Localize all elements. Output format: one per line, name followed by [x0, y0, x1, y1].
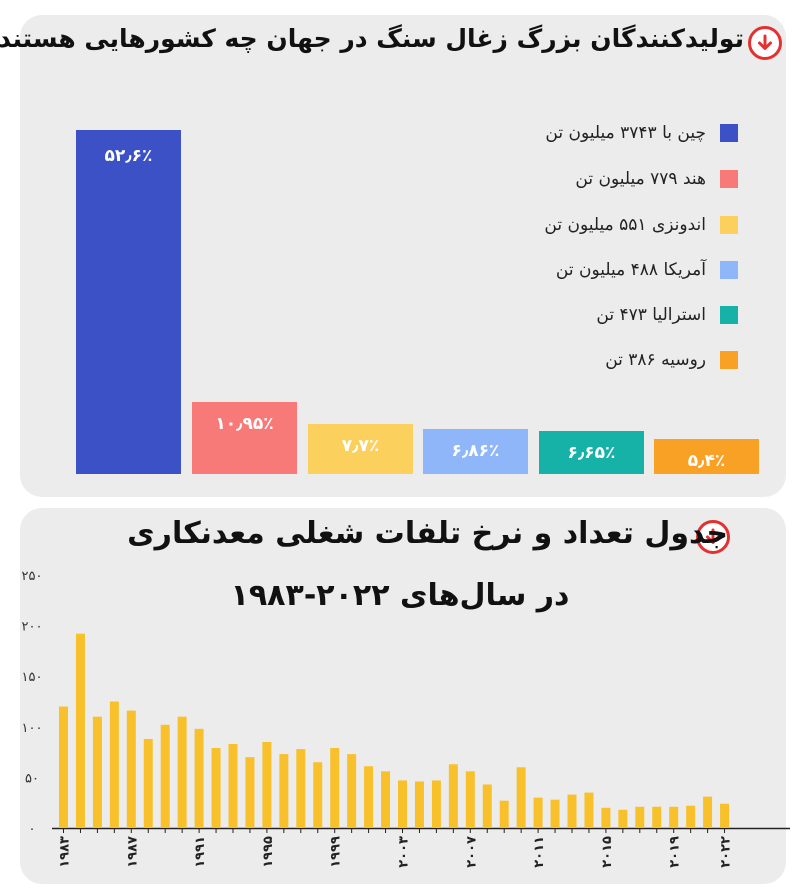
bar-5 [539, 430, 644, 474]
x-tick-label: ۱۹۹۵ [261, 836, 276, 868]
bar-2013 [567, 794, 577, 828]
bar-value-label: ۱۰٫۹۵٪ [215, 414, 274, 435]
bar-2003 [398, 780, 407, 828]
y-tick-label: ۲۰۰ [22, 620, 43, 635]
bar-2020 [686, 805, 696, 828]
bar-2022 [720, 803, 730, 828]
y-tick-label: ۵۰ [25, 771, 39, 786]
bar-2018 [652, 806, 662, 828]
x-tick-label: ۱۹۹۹ [329, 836, 344, 868]
bar-1986 [109, 701, 119, 828]
x-tick-label: ۲۰۰۷ [464, 836, 479, 868]
x-tick-label: ۲۰۱۱ [532, 836, 547, 868]
bar-1992 [211, 748, 221, 828]
bar-4 [423, 429, 528, 474]
legend-label: استرالیا ۴۷۳ تن [596, 305, 706, 325]
legend-item: روسیه ۳۸۶ تن [605, 348, 738, 372]
y-tick-label: ۰ [29, 822, 36, 837]
bar-1 [76, 130, 181, 474]
bar-1995 [262, 741, 272, 828]
bar-2009 [499, 800, 509, 828]
legend-label: اندونزی ۵۵۱ میلیون تن [544, 215, 706, 235]
legend-item: استرالیا ۴۷۳ تن [596, 303, 738, 327]
bar-2011 [533, 797, 543, 828]
y-tick-label: ۲۵۰ [22, 569, 43, 584]
bar-2000 [347, 754, 357, 828]
x-tick-label: ۲۰۲۲ [719, 836, 734, 868]
bar-1990 [177, 716, 187, 828]
bar-2002 [381, 771, 391, 828]
bar-2012 [550, 799, 560, 828]
bar-value-label: ۶٫۸۶٪ [451, 441, 500, 462]
bar-1996 [279, 754, 289, 828]
bar-2015 [601, 807, 611, 828]
chart2-title-line1: جدول تعداد و نرخ تلفات شغلی معدنکاری [127, 516, 728, 551]
y-tick-label: ۱۰۰ [22, 721, 43, 736]
bar-value-label: ۷٫۷٪ [341, 435, 380, 456]
legend-swatch [720, 216, 738, 234]
legend-label: چین با ۳۷۴۳ میلیون تن [545, 123, 706, 143]
bar-1987 [126, 710, 136, 828]
x-tick-label: ۲۰۱۵ [600, 836, 615, 868]
x-tick-label: ۱۹۸۳ [58, 836, 73, 868]
chart2-title-line2: در سال‌های ۲۰۲۲-۱۹۸۳ [230, 578, 570, 613]
x-tick-label: ۱۹۸۷ [125, 836, 140, 868]
bar-2017 [635, 806, 645, 828]
bar-1989 [160, 724, 170, 828]
bar-2006 [448, 764, 458, 828]
bar-2008 [482, 784, 492, 828]
bar-2019 [669, 806, 679, 828]
x-tick-label: ۲۰۰۳ [397, 836, 412, 868]
mining-fatalities-chart: ۰ ۵۰ ۱۰۰ ۱۵۰ ۲۰۰ ۲۵۰ ۱۹۸۳ ۱۹۸۷ ۱۹۹۱ ۱۹۹۵ ۱۹۹۹ ۲۰۰۳ ۲… [22, 569, 790, 868]
legend-swatch [720, 351, 738, 369]
legend-swatch [720, 124, 738, 142]
bar-2010 [516, 767, 526, 828]
legend-swatch [720, 306, 738, 324]
bar-1993 [228, 744, 238, 828]
chart1-title: تولیدکنندگان بزرگ زغال سنگ در جهان چه کش… [0, 24, 744, 53]
bar-value-label: ۶٫۶۵٪ [567, 442, 616, 463]
legend-item: هند ۷۷۹ میلیون تن [575, 167, 738, 191]
bar-2007 [465, 771, 475, 828]
bar-2 [192, 402, 297, 474]
bar-2014 [584, 792, 594, 828]
bar-1998 [313, 762, 323, 828]
bar-1991 [194, 728, 204, 828]
bar-value-label: ۵۲٫۶٪ [104, 146, 153, 166]
bar-2005 [431, 780, 441, 828]
bar-1999 [330, 748, 340, 828]
legend-swatch [720, 261, 738, 279]
bar-2021 [703, 796, 713, 828]
bar-6 [654, 438, 759, 474]
bar-1994 [245, 757, 255, 828]
bar-2004 [414, 781, 424, 828]
arrow-down-circle-icon[interactable] [748, 26, 782, 60]
bar-1985 [92, 716, 102, 828]
bar-1997 [296, 749, 306, 828]
bar-1984 [75, 633, 85, 828]
legend-swatch [720, 170, 738, 188]
y-tick-label: ۱۵۰ [22, 670, 43, 685]
legend-item: اندونزی ۵۵۱ میلیون تن [544, 213, 738, 237]
bar-value-label: ۵٫۴٪ [687, 450, 726, 471]
bar-2016 [618, 809, 628, 828]
legend-item: آمریکا ۴۸۸ میلیون تن [556, 258, 738, 282]
legend-label: روسیه ۳۸۶ تن [605, 350, 706, 370]
x-tick-label: ۲۰۱۹ [668, 836, 683, 868]
bar-1988 [143, 738, 153, 828]
legend-item: چین با ۳۷۴۳ میلیون تن [545, 121, 738, 145]
x-tick-label: ۱۹۹۱ [193, 836, 208, 868]
bar-1983 [59, 706, 68, 828]
bar-2001 [364, 766, 374, 828]
legend-label: آمریکا ۴۸۸ میلیون تن [555, 260, 706, 280]
legend-label: هند ۷۷۹ میلیون تن [575, 169, 706, 189]
bar-3 [308, 423, 413, 474]
arrow-down-circle-icon[interactable] [696, 520, 730, 554]
